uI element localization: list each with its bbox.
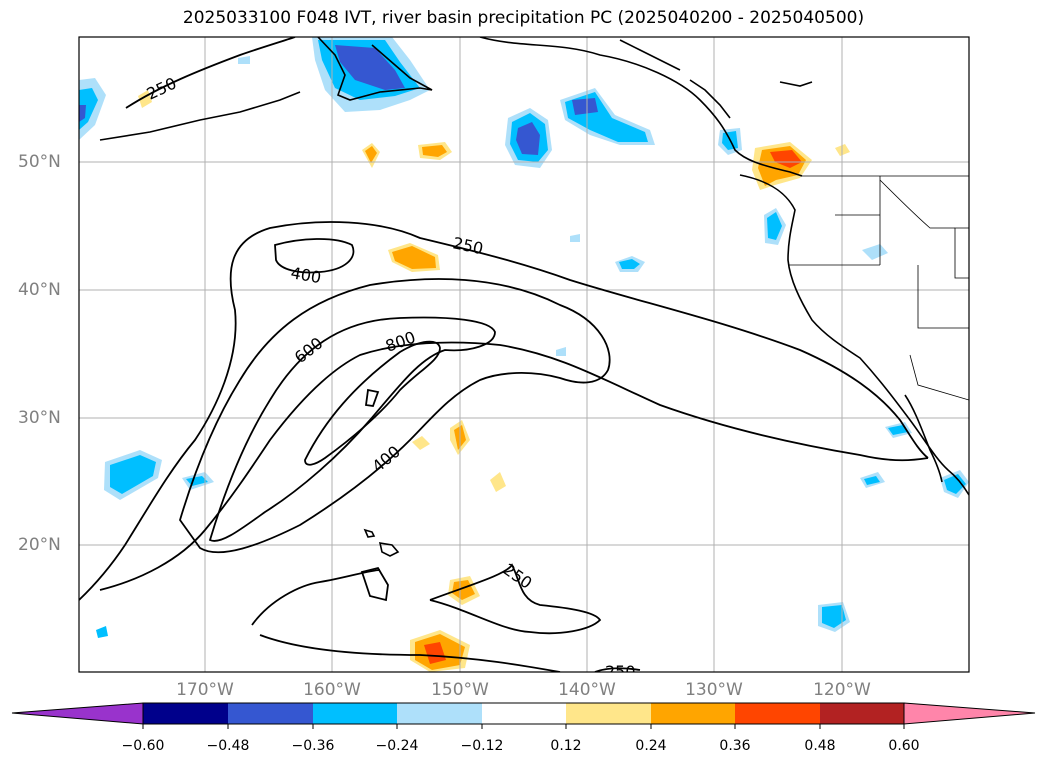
colorbar-tick-label: 0.36	[719, 738, 751, 754]
contour-800	[304, 340, 441, 466]
contour-400-main	[179, 278, 611, 554]
contour-250-south	[99, 341, 929, 591]
colorbar	[11, 702, 1036, 729]
lon-label-170w: 170°W	[176, 680, 234, 700]
colorbar-bin	[820, 703, 904, 724]
contour-250-nw	[125, 37, 296, 109]
colorbar-tick-label: −0.48	[206, 738, 250, 754]
map-title: 2025033100 F048 IVT, river basin precipi…	[182, 8, 865, 28]
lon-label-140w: 140°W	[558, 680, 616, 700]
contour-250-outer	[79, 221, 929, 601]
colorbar-bin	[143, 703, 228, 724]
colorbar-bin	[228, 703, 313, 724]
contour-600	[208, 316, 496, 542]
colorbar-bin	[735, 703, 820, 724]
map-frame	[78, 36, 970, 673]
colorbar-tick-label: −0.24	[375, 738, 419, 754]
contour-label: 250	[605, 662, 636, 681]
lon-label-160w: 160°W	[303, 680, 361, 700]
lon-label-130w: 130°W	[685, 680, 743, 700]
lat-label-20n: 20°N	[18, 535, 61, 555]
colorbar-bin	[397, 703, 482, 724]
colorbar-bin	[651, 703, 735, 724]
political-boundaries	[788, 175, 969, 401]
precip-shading	[79, 37, 969, 672]
map-panel: 250 250 400 400 600 800 250 250	[79, 37, 969, 681]
colorbar-tick-label: 0.48	[804, 738, 836, 754]
graticule	[79, 37, 969, 672]
ivt-contours	[79, 37, 929, 672]
contour-250-se	[429, 563, 602, 635]
lat-label-40n: 40°N	[18, 280, 61, 300]
lon-label-150w: 150°W	[431, 680, 489, 700]
colorbar-tick-label: −0.36	[291, 738, 335, 754]
colorbar-bin	[313, 703, 397, 724]
colorbar-tick-label: 0.60	[888, 738, 920, 754]
lat-label-50n: 50°N	[18, 152, 61, 172]
colorbar-bin	[566, 703, 651, 724]
colorbar-tick-label: 0.12	[550, 738, 582, 754]
coastlines	[99, 37, 969, 557]
lon-label-120w: 120°W	[813, 680, 871, 700]
contour-400-outer	[274, 238, 355, 274]
colorbar-tick-label: 0.24	[635, 738, 667, 754]
colorbar-bin	[482, 703, 566, 724]
colorbar-extend-high	[903, 702, 1036, 725]
lat-label-30n: 30°N	[18, 408, 61, 428]
colorbar-tick-label: −0.12	[460, 738, 504, 754]
colorbar-tick-label: −0.60	[121, 738, 165, 754]
colorbar-extend-low	[11, 702, 144, 725]
